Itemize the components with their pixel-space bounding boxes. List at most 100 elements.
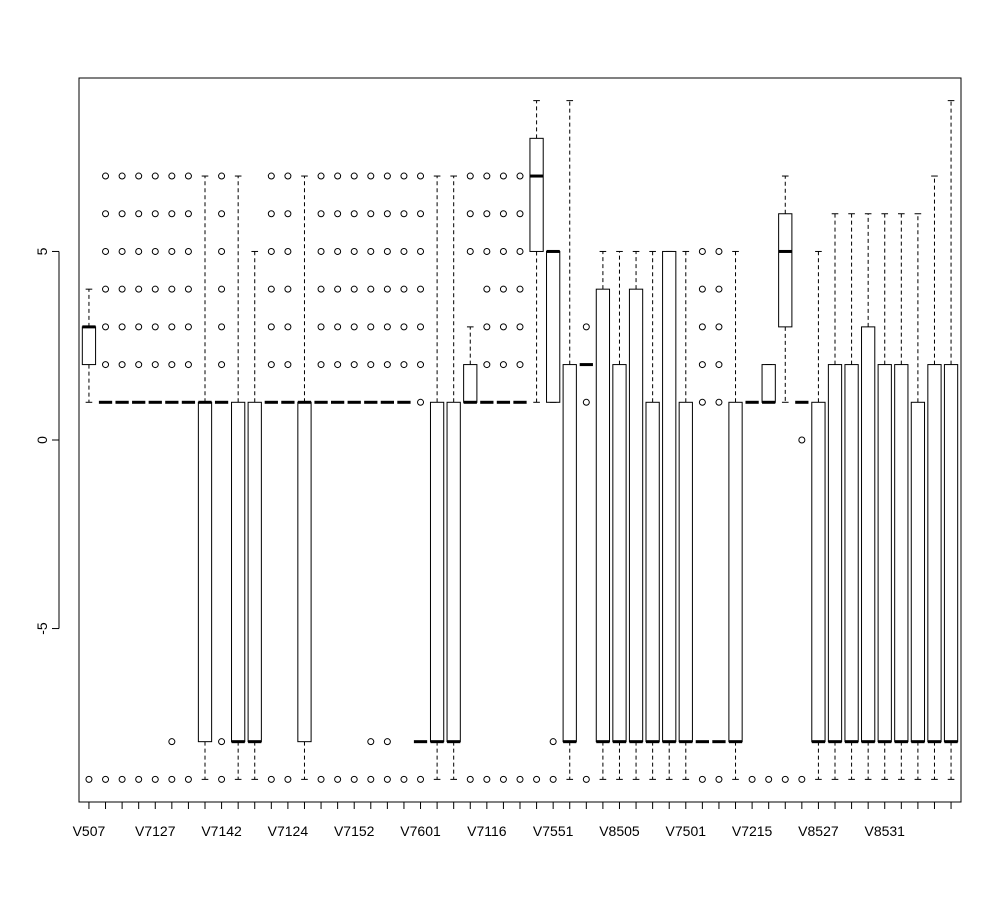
boxplot-group [662, 250, 677, 780]
outlier-point [334, 210, 342, 218]
outlier-point [135, 247, 143, 255]
boxplot-group [513, 172, 527, 783]
outlier-point [85, 775, 93, 783]
outlier-point [367, 323, 375, 331]
box-iqr [247, 401, 262, 743]
outlier-point [698, 247, 706, 255]
box-iqr [197, 401, 213, 743]
outlier-point [118, 775, 126, 783]
outlier-point [118, 361, 126, 369]
outlier-point [284, 285, 292, 293]
outlier-point [267, 210, 275, 218]
outlier-point [367, 247, 375, 255]
outlier-point [466, 247, 474, 255]
outlier-point [499, 323, 507, 331]
boxplot-group [413, 172, 428, 783]
outlier-point [582, 323, 590, 331]
outlier-point [334, 172, 342, 180]
boxplot-group [612, 250, 627, 780]
outlier-point [383, 172, 391, 180]
outlier-point [383, 285, 391, 293]
outlier-point [698, 775, 706, 783]
outlier-point [317, 775, 325, 783]
outlier-point [135, 285, 143, 293]
outlier-point [317, 247, 325, 255]
outlier-point [582, 775, 590, 783]
outlier-point [168, 361, 176, 369]
y-axis: -5 0 5 [34, 247, 60, 635]
outlier-point [748, 775, 756, 783]
outlier-point [400, 323, 408, 331]
boxplot-group [463, 172, 478, 783]
outlier-point [367, 285, 375, 293]
boxplot-group [397, 172, 411, 783]
outlier-point [118, 323, 126, 331]
boxplot-group [496, 172, 511, 783]
outlier-point [317, 285, 325, 293]
x-tick-label: V8527 [798, 823, 839, 839]
outlier-point [466, 210, 474, 218]
box-iqr [463, 364, 478, 403]
box-iqr [877, 364, 892, 743]
outlier-point [698, 361, 706, 369]
outlier-point [499, 247, 507, 255]
boxplot-group [579, 323, 593, 783]
outlier-point [350, 247, 358, 255]
outlier-point [483, 775, 491, 783]
boxplot-group [364, 172, 378, 783]
outlier-point [400, 775, 408, 783]
outlier-point [151, 210, 159, 218]
boxplot-group [165, 172, 179, 783]
boxplot-group [214, 172, 229, 783]
outlier-point [284, 247, 292, 255]
boxplot-group [745, 400, 759, 783]
outlier-point [350, 323, 358, 331]
box-iqr [778, 213, 793, 328]
boxplot-group [811, 250, 826, 780]
box-iqr [943, 364, 959, 743]
outlier-point [168, 285, 176, 293]
outlier-point [168, 247, 176, 255]
boxplot-group [314, 172, 328, 783]
outlier-point [383, 323, 391, 331]
outlier-point [168, 210, 176, 218]
boxplot-group [98, 172, 113, 783]
outlier-point [218, 738, 226, 746]
box-iqr [231, 401, 246, 743]
outlier-point [350, 172, 358, 180]
outlier-point [284, 210, 292, 218]
outlier-point [483, 285, 491, 293]
outlier-point [284, 775, 292, 783]
outlier-point [516, 210, 524, 218]
outlier-point [102, 247, 110, 255]
boxplot-group [712, 247, 726, 783]
outlier-point [334, 247, 342, 255]
x-tick-label: V7152 [334, 823, 375, 839]
outlier-point [218, 210, 226, 218]
outlier-point [267, 172, 275, 180]
x-tick-label: V7116 [467, 823, 507, 839]
outlier-point [184, 247, 192, 255]
outlier-point [218, 361, 226, 369]
boxplot-group [281, 172, 295, 783]
outlier-point [400, 172, 408, 180]
outlier-point [184, 323, 192, 331]
outlier-point [698, 285, 706, 293]
outlier-point [781, 775, 789, 783]
boxplot-group [480, 172, 494, 783]
outlier-point [151, 323, 159, 331]
outlier-point [118, 210, 126, 218]
x-tick-label: V7142 [201, 823, 242, 839]
box-iqr [844, 364, 859, 743]
outlier-point [698, 398, 706, 406]
box-iqr [546, 250, 561, 403]
outlier-point [151, 775, 159, 783]
outlier-point [367, 172, 375, 180]
outlier-point [184, 361, 192, 369]
outlier-point [350, 775, 358, 783]
outlier-point [284, 172, 292, 180]
outlier-point [267, 247, 275, 255]
outlier-point [715, 398, 723, 406]
box-iqr [910, 401, 926, 743]
outlier-point [334, 361, 342, 369]
